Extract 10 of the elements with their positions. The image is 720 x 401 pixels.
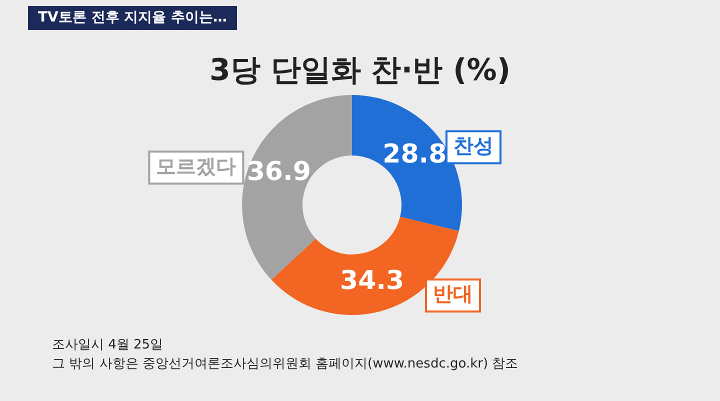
text: 조사일시 4월 25일 (52, 337, 164, 352)
data-label: 28.8 (382, 139, 447, 170)
data-label: 34.3 (340, 266, 404, 296)
slice-label: 반대 (433, 282, 473, 306)
chart-title: 3당 단일화 찬·반 (%) (209, 52, 511, 88)
slice-label: 찬성 (453, 133, 494, 158)
data-label: 36.9 (246, 156, 311, 187)
text: 그 밖의 사항은 중앙선거여론조사심의위원회 홈페이지(www.nesdc.go.kr) 참조 (52, 356, 518, 372)
slice-label: 모르겠다 (156, 154, 236, 178)
chart-subtitle: TV토론 전후 지지율 추이는… (38, 10, 228, 26)
